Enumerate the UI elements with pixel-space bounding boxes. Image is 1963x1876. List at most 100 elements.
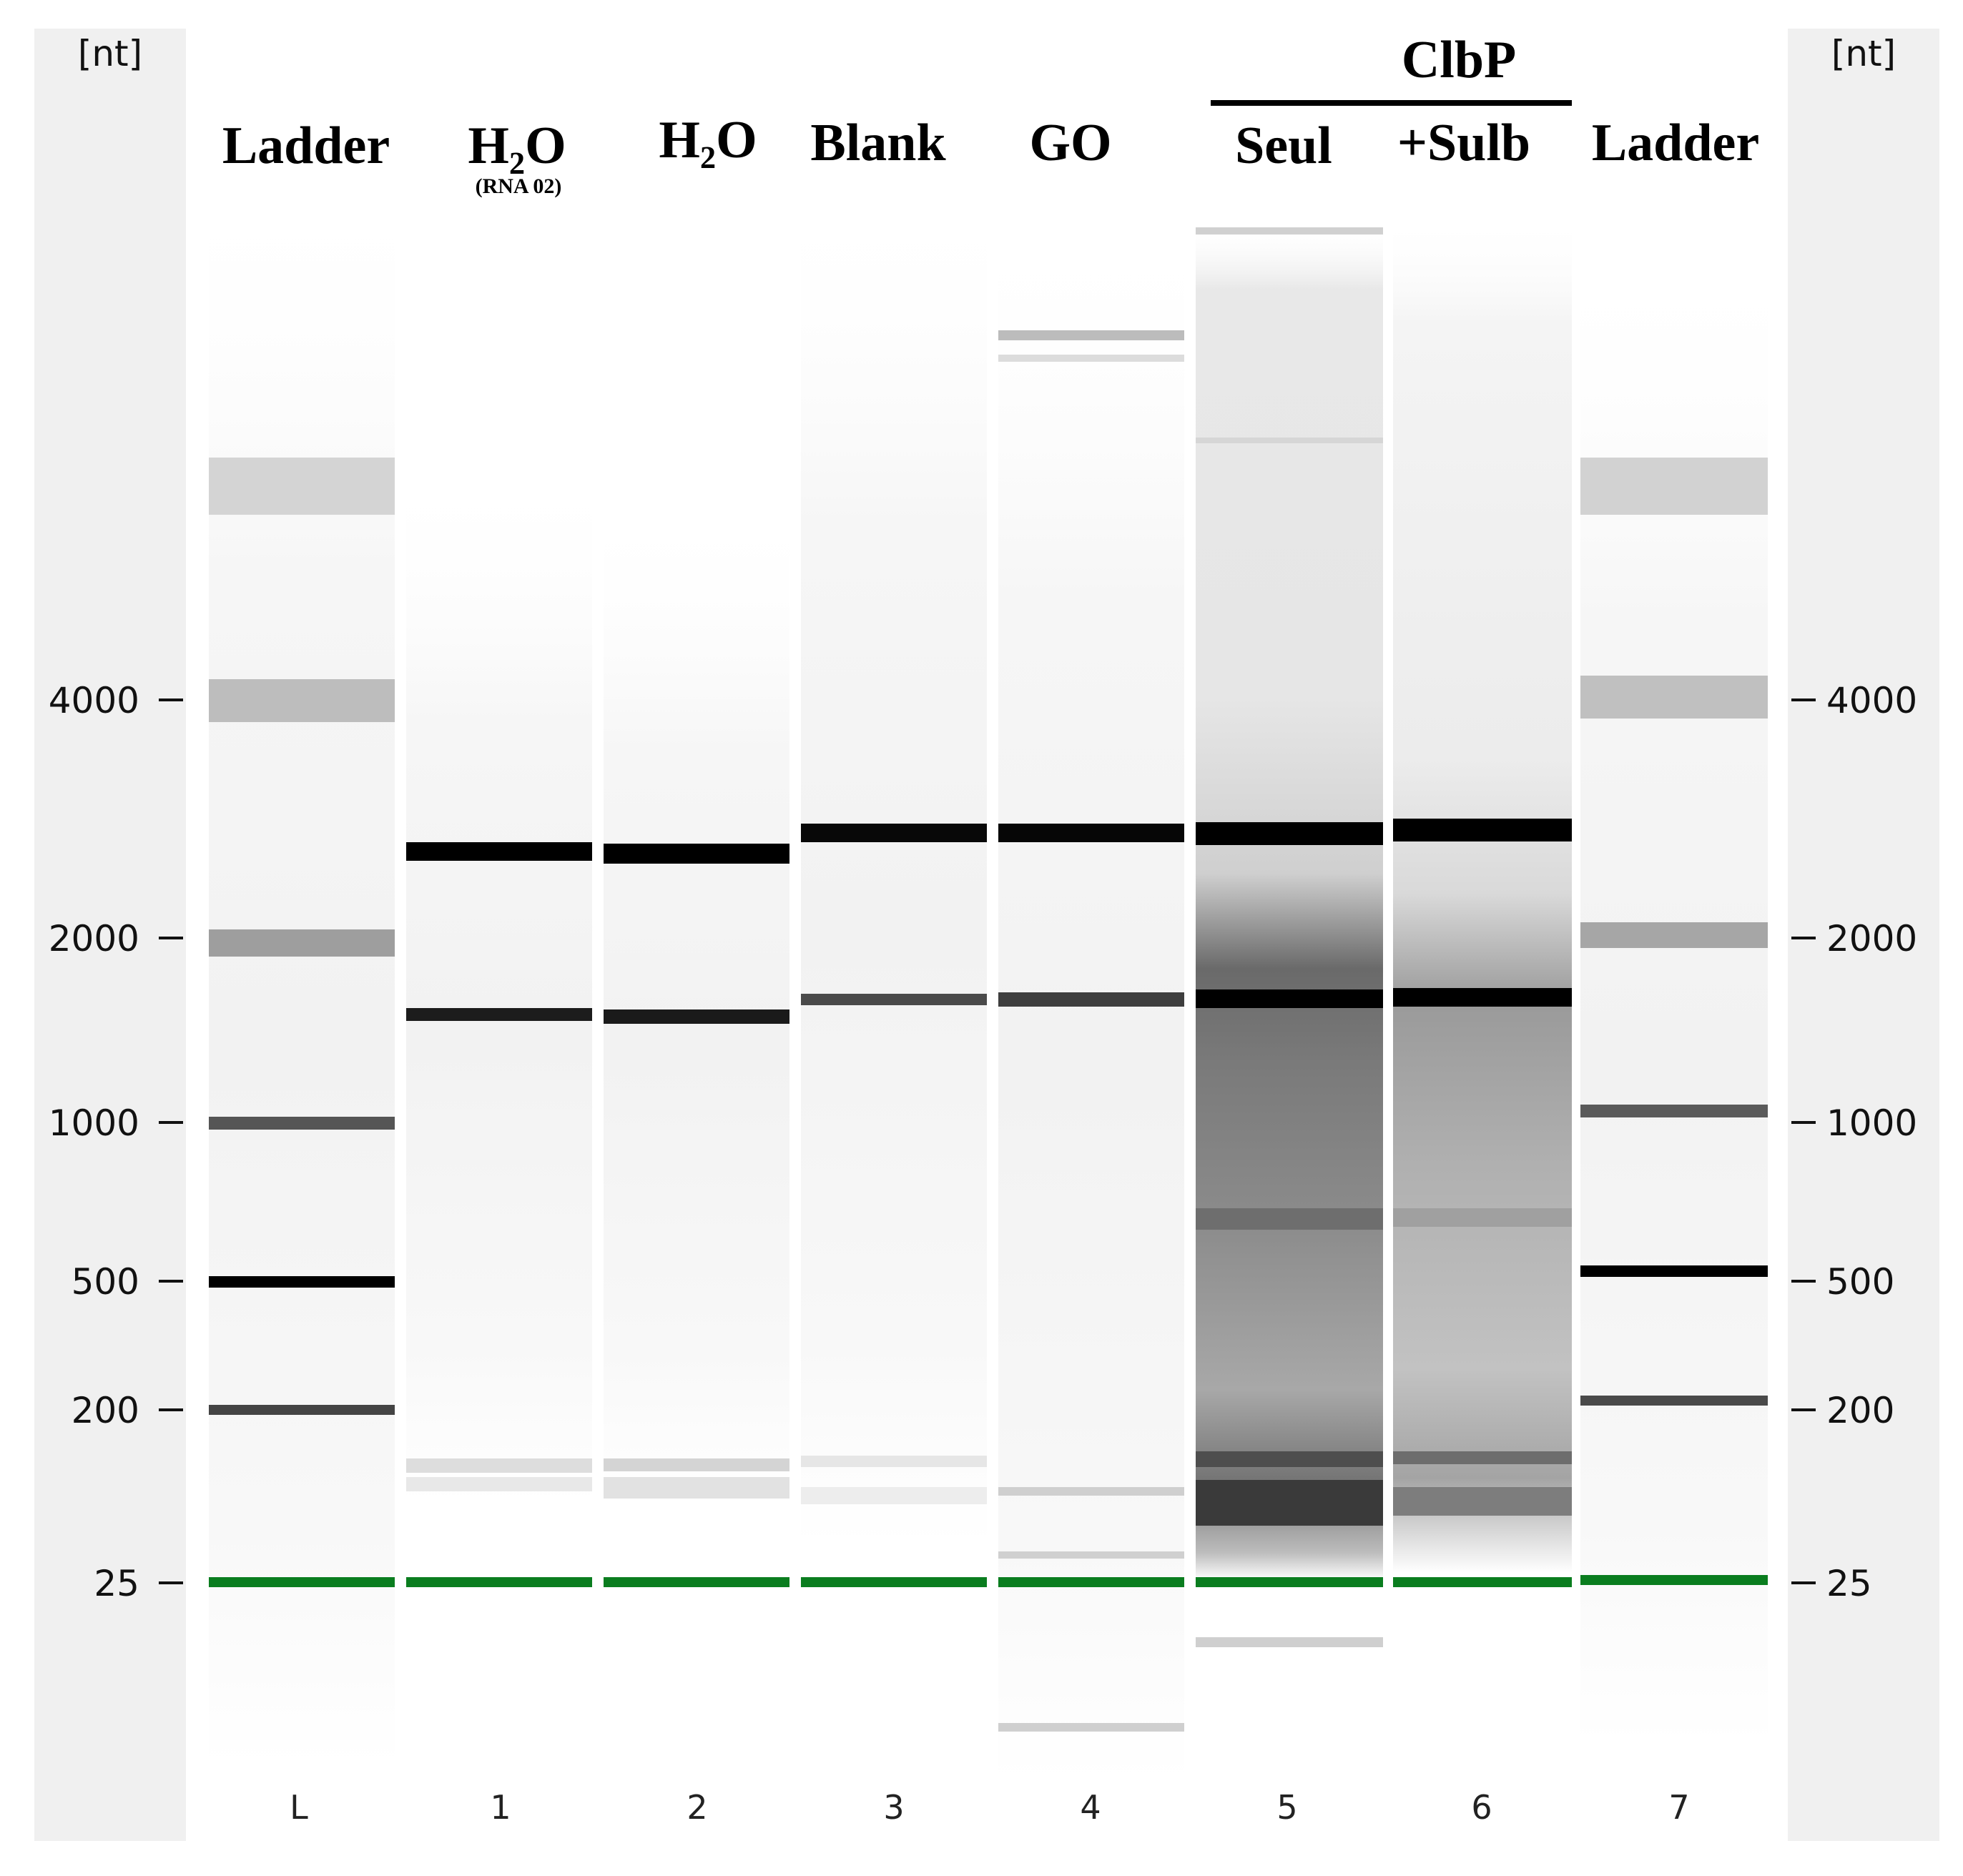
lower-marker bbox=[801, 1577, 987, 1587]
ladder-7-bands bbox=[1580, 458, 1768, 1406]
size-tick bbox=[1791, 1121, 1816, 1124]
lower-marker bbox=[1580, 1575, 1768, 1585]
band bbox=[604, 844, 789, 864]
lane-numbers: L 1 2 3 4 5 6 7 bbox=[290, 1788, 1689, 1827]
band bbox=[801, 1487, 987, 1504]
lane-header: Seul bbox=[1235, 117, 1332, 175]
ladder-lane-background bbox=[209, 172, 395, 1766]
ladder-band bbox=[209, 1276, 395, 1288]
lower-marker bbox=[1393, 1577, 1572, 1587]
size-marker-label: 4000 bbox=[49, 680, 139, 721]
lane-header: H₂O bbox=[468, 117, 566, 175]
lane-number: 3 bbox=[883, 1788, 904, 1827]
band bbox=[801, 824, 987, 842]
ladder-band bbox=[1580, 1396, 1768, 1406]
band bbox=[1196, 989, 1383, 1008]
size-tick bbox=[159, 1408, 183, 1411]
band bbox=[998, 1487, 1184, 1496]
band bbox=[998, 824, 1184, 842]
lane-number: L bbox=[290, 1788, 308, 1827]
band bbox=[1393, 1451, 1572, 1464]
group-label: ClbP bbox=[1402, 31, 1516, 89]
lane-header: GO bbox=[1029, 114, 1111, 172]
band bbox=[406, 1477, 592, 1491]
band bbox=[1393, 988, 1572, 1007]
lane-number: 7 bbox=[1668, 1788, 1689, 1827]
size-tick bbox=[1791, 1581, 1816, 1584]
lane-number: 4 bbox=[1080, 1788, 1101, 1827]
right-size-scale: 4000 2000 1000 500 200 25 bbox=[1791, 680, 1917, 1604]
lane-2-bands bbox=[604, 844, 789, 1499]
lane-number: 1 bbox=[490, 1788, 511, 1827]
size-marker-label: 4000 bbox=[1826, 680, 1917, 721]
group-bracket-line bbox=[1211, 100, 1572, 106]
size-marker-label: 500 bbox=[1826, 1261, 1894, 1303]
band bbox=[406, 1008, 592, 1021]
lane-6-bands bbox=[1393, 819, 1572, 1516]
band bbox=[604, 1458, 789, 1471]
ladder-band bbox=[209, 929, 395, 957]
lane-number: 5 bbox=[1276, 1788, 1297, 1827]
size-marker-label: 25 bbox=[94, 1563, 139, 1604]
size-tick bbox=[159, 1121, 183, 1124]
left-size-scale: 4000 2000 1000 500 200 25 bbox=[49, 680, 183, 1604]
lane-1-bands bbox=[406, 842, 592, 1491]
lane-4-bands bbox=[998, 330, 1184, 1732]
size-tick bbox=[1791, 937, 1816, 939]
size-tick bbox=[1791, 1280, 1816, 1283]
ladder-band bbox=[1580, 458, 1768, 515]
lane-3-background bbox=[801, 186, 987, 1544]
lane-header: Ladder bbox=[1592, 114, 1759, 172]
size-marker-label: 2000 bbox=[49, 918, 139, 959]
band bbox=[1196, 1208, 1383, 1230]
size-marker-label: 200 bbox=[1826, 1390, 1894, 1431]
lane-header: H₂O bbox=[659, 111, 757, 169]
band bbox=[604, 1009, 789, 1024]
lane-number: 6 bbox=[1471, 1788, 1492, 1827]
size-tick bbox=[159, 1280, 183, 1283]
band bbox=[1196, 227, 1383, 234]
ladder-band bbox=[1580, 1265, 1768, 1277]
lane-subheader: (RNA 02) bbox=[476, 174, 562, 198]
lane-5-bands bbox=[1196, 227, 1383, 1647]
lane-header: Blank bbox=[810, 114, 946, 172]
size-marker-label: 2000 bbox=[1826, 918, 1917, 959]
band bbox=[1393, 819, 1572, 841]
size-tick bbox=[1791, 1408, 1816, 1411]
ladder-l-bands bbox=[209, 458, 395, 1415]
band bbox=[1196, 1451, 1383, 1467]
lane-5-smear bbox=[1196, 222, 1383, 1580]
right-axis-panel bbox=[1788, 29, 1939, 1841]
lane-header: +Sulb bbox=[1397, 114, 1530, 172]
ladder-band bbox=[209, 1117, 395, 1130]
size-tick bbox=[159, 937, 183, 939]
lane-number: 2 bbox=[687, 1788, 707, 1827]
lower-marker bbox=[1196, 1577, 1383, 1587]
ladder-band bbox=[1580, 922, 1768, 948]
band bbox=[998, 355, 1184, 362]
lower-marker bbox=[604, 1577, 789, 1587]
unit-label-left: [nt] bbox=[78, 33, 142, 74]
band bbox=[1196, 822, 1383, 845]
ladder-band bbox=[1580, 1105, 1768, 1117]
lower-marker bbox=[998, 1577, 1184, 1587]
band bbox=[406, 842, 592, 861]
lane-3-bands bbox=[801, 824, 987, 1504]
lane-6-smear bbox=[1393, 214, 1572, 1573]
lane-smears bbox=[209, 172, 1768, 1780]
band bbox=[1196, 438, 1383, 443]
size-marker-label: 1000 bbox=[1826, 1102, 1917, 1144]
band bbox=[1393, 1487, 1572, 1516]
size-marker-label: 500 bbox=[72, 1261, 139, 1303]
band bbox=[1196, 1480, 1383, 1526]
band bbox=[998, 1551, 1184, 1559]
lane-2-background bbox=[604, 500, 789, 1501]
size-marker-label: 1000 bbox=[49, 1102, 139, 1144]
lower-marker bbox=[406, 1577, 592, 1587]
unit-label-right: [nt] bbox=[1831, 33, 1896, 74]
lane-header: Ladder bbox=[222, 117, 390, 175]
band bbox=[801, 994, 987, 1005]
lane-headers: Ladder H₂O (RNA 02) H₂O Blank GO Seul +S… bbox=[222, 111, 1759, 198]
band bbox=[604, 1477, 789, 1499]
